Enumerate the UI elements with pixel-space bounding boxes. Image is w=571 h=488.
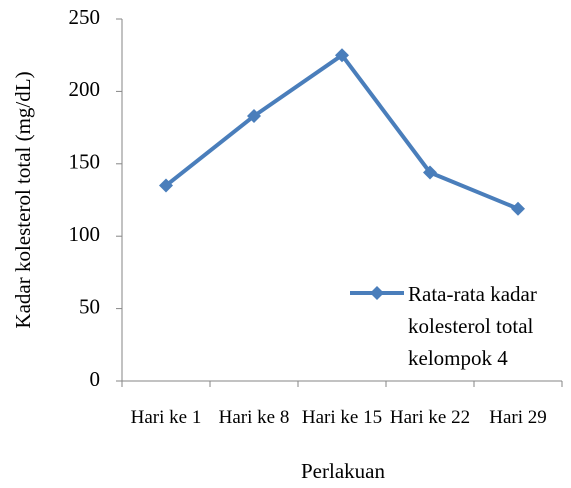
data-point <box>159 178 173 193</box>
y-tick-label: 50 <box>79 294 100 318</box>
legend-marker <box>370 286 384 300</box>
series-line <box>164 53 519 211</box>
x-tick-label: Hari ke 8 <box>218 407 290 428</box>
x-tick-label: Hari ke 22 <box>389 407 471 428</box>
y-tick-label: 100 <box>69 222 101 246</box>
y-tick-label: 150 <box>69 150 101 174</box>
x-tick-label: Hari ke 1 <box>130 407 202 428</box>
legend-label: Rata-rata kadar kolesterol total kelompo… <box>408 282 537 370</box>
y-axis-label: Kadar kolesterol total (mg/dL) <box>11 71 35 328</box>
x-tick-label: Hari ke 15 <box>301 407 383 428</box>
y-tick-label: 0 <box>90 367 101 391</box>
data-point <box>335 48 349 63</box>
data-point <box>423 165 437 180</box>
x-tick-label: Hari 29 <box>489 407 547 428</box>
x-axis-label: Perlakuan <box>301 459 385 483</box>
y-tick-label: 250 <box>69 5 101 29</box>
data-point <box>511 201 525 216</box>
y-tick-label: 200 <box>69 77 101 101</box>
data-point <box>247 109 261 124</box>
